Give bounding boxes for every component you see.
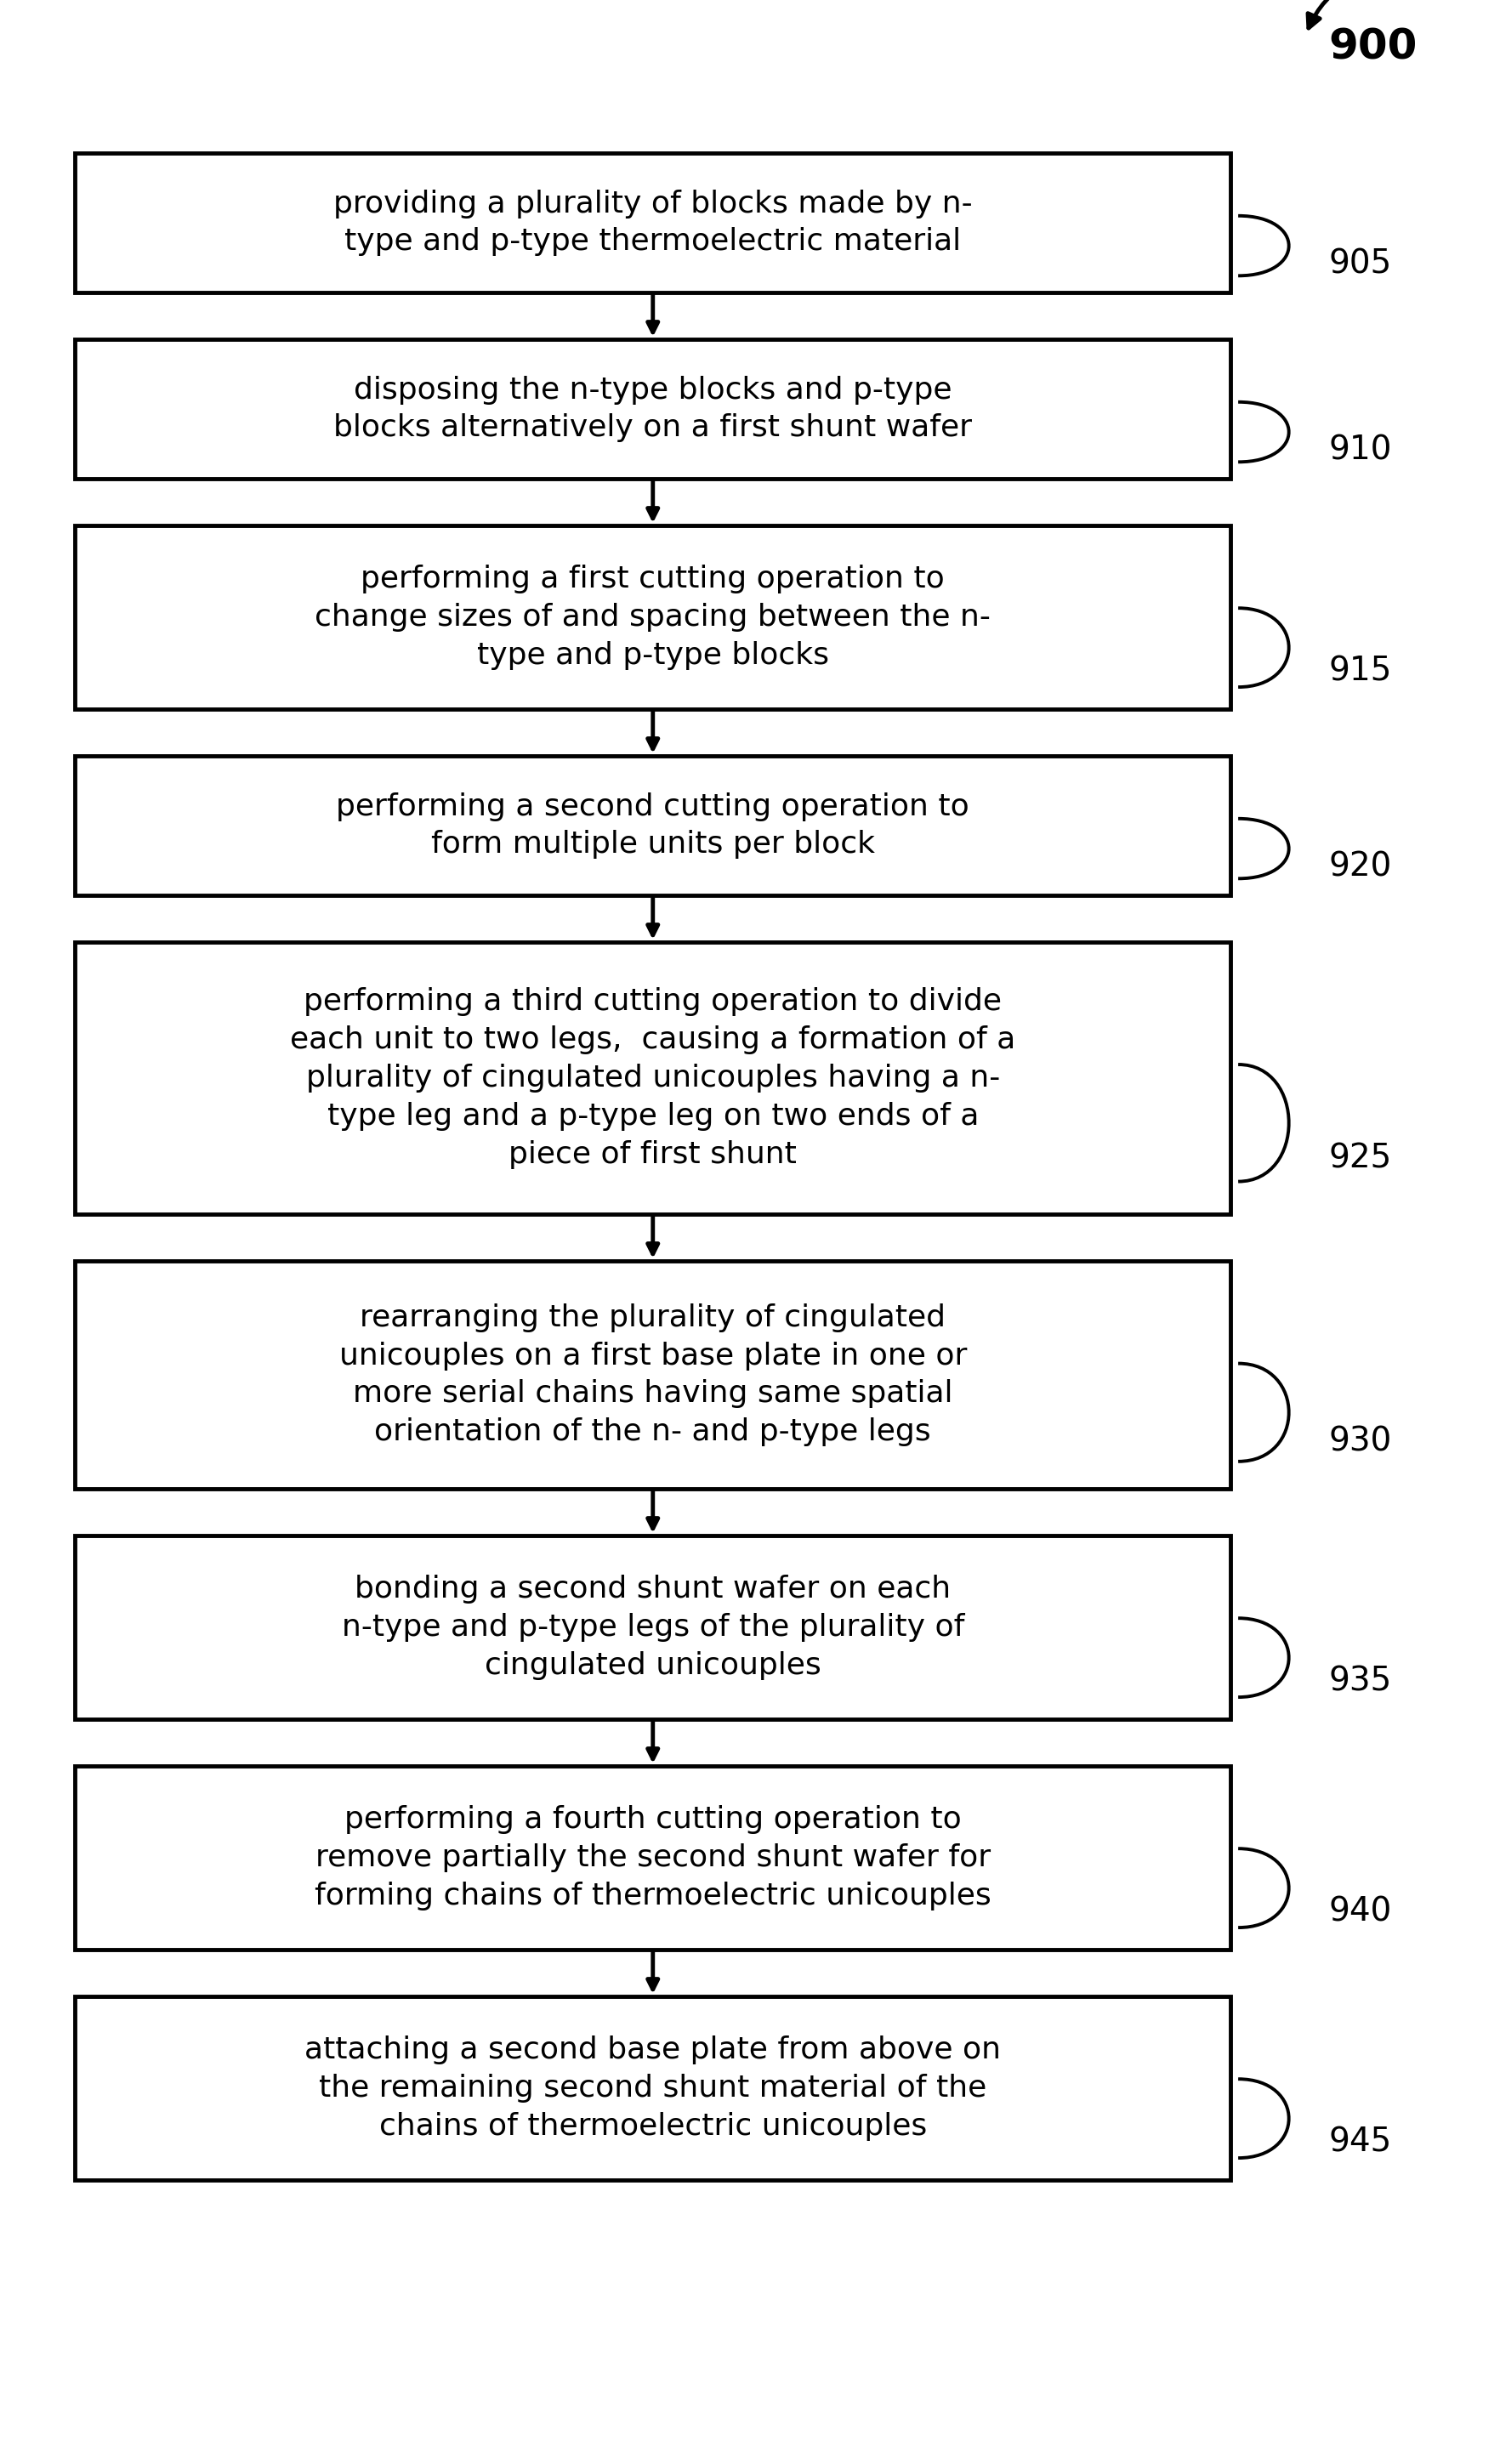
Text: performing a third cutting operation to divide
each unit to two legs,  causing a: performing a third cutting operation to …: [290, 988, 1016, 1168]
Bar: [75, 756, 1230, 894]
Bar: [75, 525, 1230, 710]
Bar: [75, 340, 1230, 478]
Bar: [75, 1996, 1230, 2181]
Text: 900: 900: [1328, 27, 1416, 67]
Bar: [75, 1262, 1230, 1488]
Text: performing a first cutting operation to
change sizes of and spacing between the : performing a first cutting operation to …: [315, 564, 990, 670]
Text: rearranging the plurality of cingulated
unicouples on a first base plate in one : rearranging the plurality of cingulated …: [339, 1303, 966, 1446]
Text: 915: 915: [1328, 655, 1390, 687]
Text: disposing the n-type blocks and p-type
blocks alternatively on a first shunt waf: disposing the n-type blocks and p-type b…: [333, 375, 972, 444]
Text: 930: 930: [1328, 1427, 1390, 1459]
Text: 905: 905: [1328, 246, 1390, 281]
Text: performing a second cutting operation to
form multiple units per block: performing a second cutting operation to…: [336, 791, 969, 860]
Text: 920: 920: [1328, 850, 1390, 882]
Text: 940: 940: [1328, 1895, 1390, 1927]
Text: 925: 925: [1328, 1141, 1390, 1175]
Bar: [75, 1767, 1230, 1949]
Bar: [75, 1535, 1230, 1720]
Text: performing a fourth cutting operation to
remove partially the second shunt wafer: performing a fourth cutting operation to…: [315, 1806, 990, 1910]
Bar: [75, 941, 1230, 1215]
Text: 945: 945: [1328, 2126, 1390, 2158]
Text: bonding a second shunt wafer on each
n-type and p-type legs of the plurality of
: bonding a second shunt wafer on each n-t…: [342, 1574, 963, 1680]
Text: providing a plurality of blocks made by n-
type and p-type thermoelectric materi: providing a plurality of blocks made by …: [333, 190, 972, 256]
Bar: [75, 153, 1230, 293]
Text: attaching a second base plate from above on
the remaining second shunt material : attaching a second base plate from above…: [304, 2035, 1001, 2141]
Text: 935: 935: [1328, 1666, 1390, 1698]
Text: 910: 910: [1328, 434, 1390, 466]
